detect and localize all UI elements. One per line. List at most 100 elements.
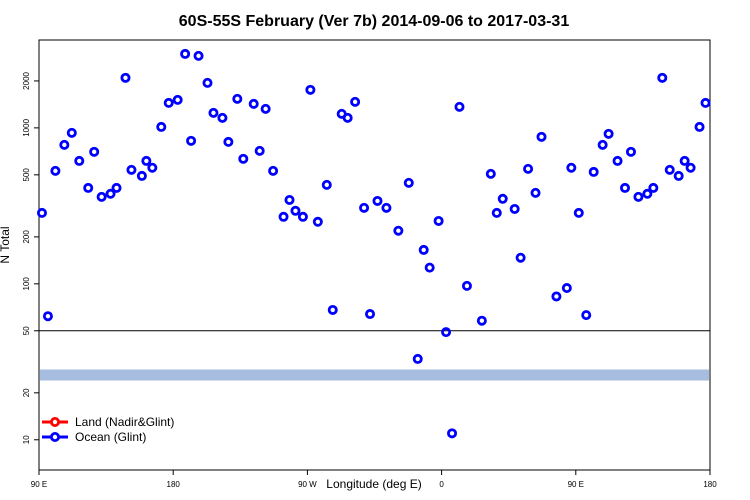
data-point [403,177,414,188]
y-tick-label: 20 [22,388,31,397]
data-point [412,353,423,364]
data-point [284,194,295,205]
data-point [111,182,122,193]
data-point [141,155,152,166]
data-point [42,311,53,322]
data-point [454,101,465,112]
data-point [648,182,659,193]
data-point [588,166,599,177]
data-point [278,211,289,222]
data-point [268,165,279,176]
y-tick-label: 10 [22,435,31,444]
data-point [603,128,614,139]
data-point [120,72,131,83]
y-tick-label: 1000 [22,118,31,136]
y-tick-label: 2000 [22,71,31,89]
data-point [186,135,197,146]
data-point [297,211,308,222]
data-point [136,170,147,181]
data-point [523,163,534,174]
data-point [497,193,508,204]
data-point [620,182,631,193]
data-point [581,310,592,321]
data-point [625,146,636,157]
data-point [321,179,332,190]
data-point [372,195,383,206]
legend-label: Ocean (Glint) [75,430,146,444]
data-point [156,121,167,132]
data-point [193,50,204,61]
data-point [50,165,61,176]
data-point [393,225,404,236]
plot-frame [38,39,711,471]
data-point [312,216,323,227]
data-point [350,96,361,107]
data-point [700,97,711,108]
data-point [679,155,690,166]
data-point [530,187,541,198]
x-tick-label: 0 [439,480,444,489]
data-point [673,170,684,181]
data-point [597,139,608,150]
data-point [461,280,472,291]
data-point [163,97,174,108]
y-tick-label: 200 [22,230,31,244]
data-point [485,168,496,179]
data-point [202,77,213,88]
data-point [441,327,452,338]
data-point [89,146,100,157]
x-tick-label: 180 [167,480,181,489]
data-point [180,48,191,59]
data-point [561,283,572,294]
data-point [105,188,116,199]
data-point [509,203,520,214]
data-point [66,127,77,138]
data-point [208,107,219,118]
data-point [381,202,392,213]
y-axis-label: N Total [0,226,12,263]
legend-marker [50,416,61,427]
data-point [418,244,429,255]
data-point [566,162,577,173]
data-point [232,93,243,104]
data-point [612,155,623,166]
data-point [573,207,584,218]
legend-label: Land (Nadir&Glint) [75,415,174,429]
data-point [223,136,234,147]
legend-marker [50,431,61,442]
data-point [551,291,562,302]
data-point [685,162,696,173]
data-point [290,205,301,216]
data-point [36,207,47,218]
data-point [147,162,158,173]
data-point [305,84,316,95]
data-point [172,94,183,105]
x-tick-label: 180 [703,480,717,489]
data-point [365,309,376,320]
data-point [491,207,502,218]
data-point [217,112,228,123]
data-point [342,112,353,123]
x-tick-label: 90 E [568,480,584,489]
data-point [260,103,271,114]
data-point [238,153,249,164]
data-point [642,188,653,199]
data-point [248,98,259,109]
chart-title: 60S-55S February (Ver 7b) 2014-09-06 to … [179,13,570,30]
data-point [327,304,338,315]
data-point [59,139,70,150]
y-tick-label: 50 [22,326,31,335]
data-point [359,202,370,213]
data-point [476,315,487,326]
y-tick-label: 500 [22,168,31,182]
data-point [126,164,137,175]
data-point [74,155,85,166]
data-point [433,215,444,226]
data-point [83,182,94,193]
data-point [664,164,675,175]
y-tick-label: 100 [22,277,31,291]
x-axis-label: Longitude (deg E) [326,477,421,491]
x-tick-label: 90 W [298,480,317,489]
x-tick-label: 90 E [31,480,47,489]
